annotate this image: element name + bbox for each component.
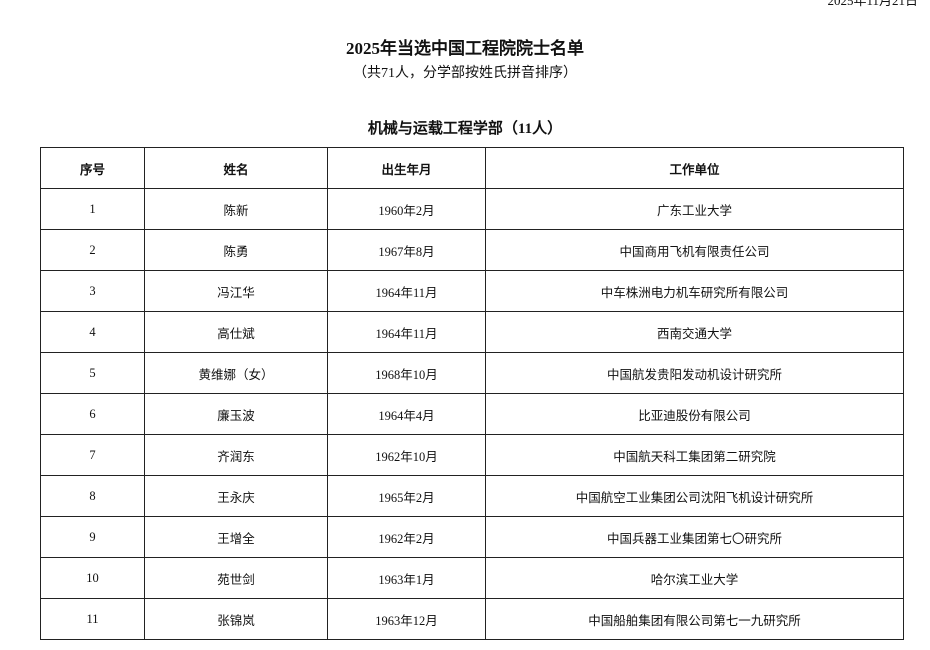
cell-index: 1 xyxy=(40,188,145,230)
header-birth: 出生年月 xyxy=(327,147,486,189)
cell-index: 2 xyxy=(40,229,145,271)
cell-name: 黄维娜（女） xyxy=(144,352,328,394)
cell-name: 高仕斌 xyxy=(144,311,328,353)
cell-index: 5 xyxy=(40,352,145,394)
table-row: 2 陈勇 1967年8月 中国商用飞机有限责任公司 xyxy=(40,229,904,271)
table-row: 5 黄维娜（女） 1968年10月 中国航发贵阳发动机设计研究所 xyxy=(40,352,904,394)
cell-name: 陈新 xyxy=(144,188,328,230)
table-row: 3 冯江华 1964年11月 中车株洲电力机车研究所有限公司 xyxy=(40,270,904,312)
cell-name: 陈勇 xyxy=(144,229,328,271)
cell-birth: 1962年2月 xyxy=(327,516,486,558)
table-row: 6 廉玉波 1964年4月 比亚迪股份有限公司 xyxy=(40,393,904,435)
table-header-row: 序号 姓名 出生年月 工作单位 xyxy=(40,147,904,189)
cell-name: 张锦岚 xyxy=(144,598,328,640)
cell-name: 齐润东 xyxy=(144,434,328,476)
cell-workplace: 哈尔滨工业大学 xyxy=(485,557,904,599)
header-name: 姓名 xyxy=(144,147,328,189)
cell-index: 8 xyxy=(40,475,145,517)
table-row: 10 苑世剑 1963年1月 哈尔滨工业大学 xyxy=(40,557,904,599)
cell-birth: 1960年2月 xyxy=(327,188,486,230)
page-title: 2025年当选中国工程院院士名单 xyxy=(346,39,584,58)
document-date: 2025年11月21日 xyxy=(827,0,918,8)
cell-workplace: 中国航发贵阳发动机设计研究所 xyxy=(485,352,904,394)
table-row: 7 齐润东 1962年10月 中国航天科工集团第二研究院 xyxy=(40,434,904,476)
cell-birth: 1964年11月 xyxy=(327,270,486,312)
cell-birth: 1964年11月 xyxy=(327,311,486,353)
cell-workplace: 中车株洲电力机车研究所有限公司 xyxy=(485,270,904,312)
cell-workplace: 西南交通大学 xyxy=(485,311,904,353)
cell-index: 11 xyxy=(40,598,145,640)
cell-workplace: 中国航空工业集团公司沈阳飞机设计研究所 xyxy=(485,475,904,517)
cell-birth: 1964年4月 xyxy=(327,393,486,435)
cell-workplace: 中国船舶集团有限公司第七一九研究所 xyxy=(485,598,904,640)
header-index: 序号 xyxy=(40,147,145,189)
cell-workplace: 中国兵器工业集团第七〇研究所 xyxy=(485,516,904,558)
cell-birth: 1967年8月 xyxy=(327,229,486,271)
header-workplace: 工作单位 xyxy=(485,147,904,189)
cell-index: 3 xyxy=(40,270,145,312)
cell-index: 7 xyxy=(40,434,145,476)
page-subtitle: （共71人，分学部按姓氏拼音排序） xyxy=(353,66,577,81)
cell-index: 9 xyxy=(40,516,145,558)
cell-name: 冯江华 xyxy=(144,270,328,312)
table-row: 11 张锦岚 1963年12月 中国船舶集团有限公司第七一九研究所 xyxy=(40,598,904,640)
cell-name: 王永庆 xyxy=(144,475,328,517)
cell-name: 苑世剑 xyxy=(144,557,328,599)
section-heading: 机械与运载工程学部（11人） xyxy=(367,121,563,137)
table-row: 1 陈新 1960年2月 广东工业大学 xyxy=(40,188,904,230)
cell-birth: 1968年10月 xyxy=(327,352,486,394)
table-row: 9 王增全 1962年2月 中国兵器工业集团第七〇研究所 xyxy=(40,516,904,558)
cell-birth: 1965年2月 xyxy=(327,475,486,517)
cell-index: 10 xyxy=(40,557,145,599)
cell-index: 6 xyxy=(40,393,145,435)
cell-workplace: 中国航天科工集团第二研究院 xyxy=(485,434,904,476)
table-row: 8 王永庆 1965年2月 中国航空工业集团公司沈阳飞机设计研究所 xyxy=(40,475,904,517)
cell-workplace: 中国商用飞机有限责任公司 xyxy=(485,229,904,271)
academician-table: 序号 姓名 出生年月 工作单位 1 陈新 1960年2月 广东工业大学 2 陈勇 1967年… xyxy=(40,147,904,640)
cell-workplace: 比亚迪股份有限公司 xyxy=(485,393,904,435)
cell-workplace: 广东工业大学 xyxy=(485,188,904,230)
cell-birth: 1963年1月 xyxy=(327,557,486,599)
cell-index: 4 xyxy=(40,311,145,353)
cell-name: 廉玉波 xyxy=(144,393,328,435)
cell-birth: 1962年10月 xyxy=(327,434,486,476)
cell-birth: 1963年12月 xyxy=(327,598,486,640)
cell-name: 王增全 xyxy=(144,516,328,558)
table-row: 4 高仕斌 1964年11月 西南交通大学 xyxy=(40,311,904,353)
